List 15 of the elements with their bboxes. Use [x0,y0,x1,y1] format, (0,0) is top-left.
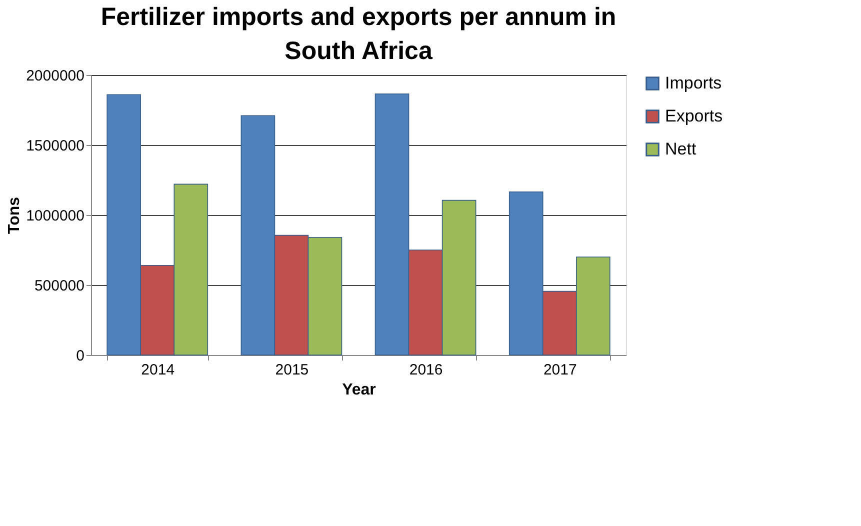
y-tick-label: 1500000 [26,138,84,154]
legend-label: Nett [665,140,696,158]
x-tick-label: 2016 [409,362,443,378]
x-tick-label: 2015 [275,362,309,378]
y-tick-label: 1000000 [26,208,84,224]
x-tick-label: 2017 [543,362,577,378]
y-axis-title: Tons [6,196,24,234]
x-axis-title: Year [342,382,376,398]
y-tick-label: 500000 [34,278,84,294]
y-tick-label: 0 [76,348,84,364]
x-tick-label: 2014 [141,362,175,378]
chart-title: Fertilizer imports and exports per annum in South Africa [100,3,616,65]
legend-label: Exports [665,106,723,126]
legend-label: Imports [665,74,722,92]
y-tick-label: 2000000 [26,68,84,84]
